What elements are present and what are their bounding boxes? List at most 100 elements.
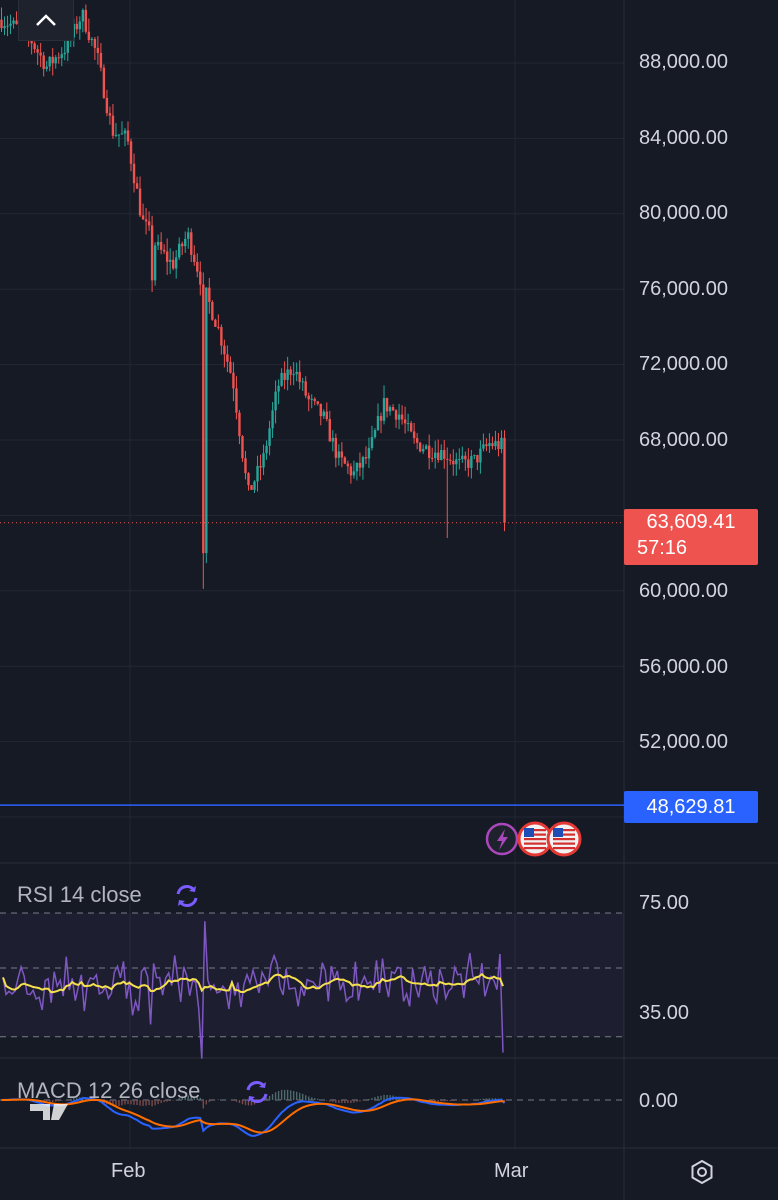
candle-body xyxy=(406,423,410,425)
candle-body xyxy=(114,134,118,136)
candle-body xyxy=(316,401,319,404)
candle-body xyxy=(51,56,54,64)
candle-body xyxy=(280,372,283,386)
macd-sync-button[interactable] xyxy=(240,1075,274,1109)
horizontal-level-label[interactable]: 48,629.81 xyxy=(624,791,758,823)
bar-countdown: 57:16 xyxy=(637,537,688,559)
rsi-pane xyxy=(0,912,624,1059)
x-tick-label: Feb xyxy=(111,1160,146,1182)
candle-body xyxy=(232,372,235,389)
candle-body xyxy=(190,232,193,255)
candle-body xyxy=(214,319,217,327)
candle-body xyxy=(437,452,440,461)
candle-body xyxy=(286,369,289,380)
candle-body xyxy=(443,450,446,459)
macd-pane xyxy=(0,1089,624,1137)
rsi-title: RSI 14 close xyxy=(17,882,142,907)
candle-body xyxy=(57,57,60,59)
candle-body xyxy=(310,398,313,400)
candle-body xyxy=(452,460,455,465)
candle-body xyxy=(196,262,199,272)
y-tick-label: 88,000.00 xyxy=(639,51,728,73)
candle-body xyxy=(500,437,503,450)
candle-body xyxy=(434,452,437,458)
candle-body xyxy=(54,57,57,64)
candle-body xyxy=(470,456,473,468)
settings-button[interactable] xyxy=(684,1154,720,1190)
candle-body xyxy=(331,437,335,442)
y-tick-label: 68,000.00 xyxy=(639,429,728,451)
macd-signal-line xyxy=(1,1098,505,1134)
candle-body xyxy=(403,419,407,424)
flag-stripe xyxy=(553,833,575,836)
candle-body xyxy=(292,374,295,376)
candle-body xyxy=(138,188,142,216)
candle-body xyxy=(244,458,247,474)
flag-stripe xyxy=(553,838,575,841)
candle-body xyxy=(337,451,341,458)
candle-body xyxy=(181,243,184,247)
candle-body xyxy=(379,416,383,421)
us-flag-icon xyxy=(546,821,582,857)
candle-body xyxy=(319,403,322,417)
candle-body xyxy=(491,443,494,447)
candle-body xyxy=(33,43,36,50)
candlestick-series xyxy=(0,4,506,589)
flag-canton xyxy=(553,828,563,837)
candle-body xyxy=(9,23,12,26)
candle-body xyxy=(156,241,160,246)
candle-body xyxy=(135,183,139,189)
flag-stripe xyxy=(524,838,546,841)
y-tick-label: 52,000.00 xyxy=(639,731,728,753)
candle-body xyxy=(328,419,332,442)
candle-body xyxy=(199,271,202,285)
candle-body xyxy=(36,49,39,53)
candle-body xyxy=(205,287,208,554)
candle-body xyxy=(126,130,130,142)
collapse-button[interactable] xyxy=(18,0,74,41)
flag-stripe xyxy=(524,842,546,845)
macd-line xyxy=(1,1096,506,1137)
candle-body xyxy=(373,430,377,438)
candle-body xyxy=(120,133,124,135)
candle-body xyxy=(39,52,42,56)
y-tick-label: 84,000.00 xyxy=(639,127,728,149)
y-tick-label: 56,000.00 xyxy=(639,656,728,678)
candle-body xyxy=(464,455,467,460)
candle-body xyxy=(467,459,470,468)
flag-stripe xyxy=(524,847,546,850)
candle-body xyxy=(304,381,307,396)
candle-body xyxy=(259,466,262,468)
candle-body xyxy=(313,398,316,402)
candle-body xyxy=(238,412,241,437)
gear-icon xyxy=(691,1159,713,1185)
candle-body xyxy=(479,448,482,463)
candle-body xyxy=(99,52,103,68)
last-price-label: 63,609.41 57:16 xyxy=(624,509,758,565)
candle-body xyxy=(168,259,172,262)
flag-stripe xyxy=(524,829,546,832)
candle-body xyxy=(78,21,82,30)
rsi-sync-button[interactable] xyxy=(170,879,204,913)
candle-body xyxy=(412,431,416,439)
candle-body xyxy=(81,9,85,22)
candle-body xyxy=(358,462,362,468)
rsi-line xyxy=(2,921,504,1059)
candle-body xyxy=(111,115,115,136)
candle-body xyxy=(178,243,181,258)
candle-body xyxy=(117,134,121,136)
candle-body xyxy=(289,369,292,375)
event-markers[interactable] xyxy=(485,821,582,857)
candle-body xyxy=(322,411,325,417)
candle-body xyxy=(427,445,431,458)
rsi-tick-label: 35.00 xyxy=(639,1002,690,1024)
candle-body xyxy=(265,445,268,454)
candle-body xyxy=(93,38,97,48)
candle-body xyxy=(370,437,374,448)
candle-body xyxy=(340,451,344,458)
candle-body xyxy=(123,130,127,134)
candle-body xyxy=(355,462,359,472)
candle-body xyxy=(87,31,91,41)
candle-body xyxy=(15,20,18,25)
